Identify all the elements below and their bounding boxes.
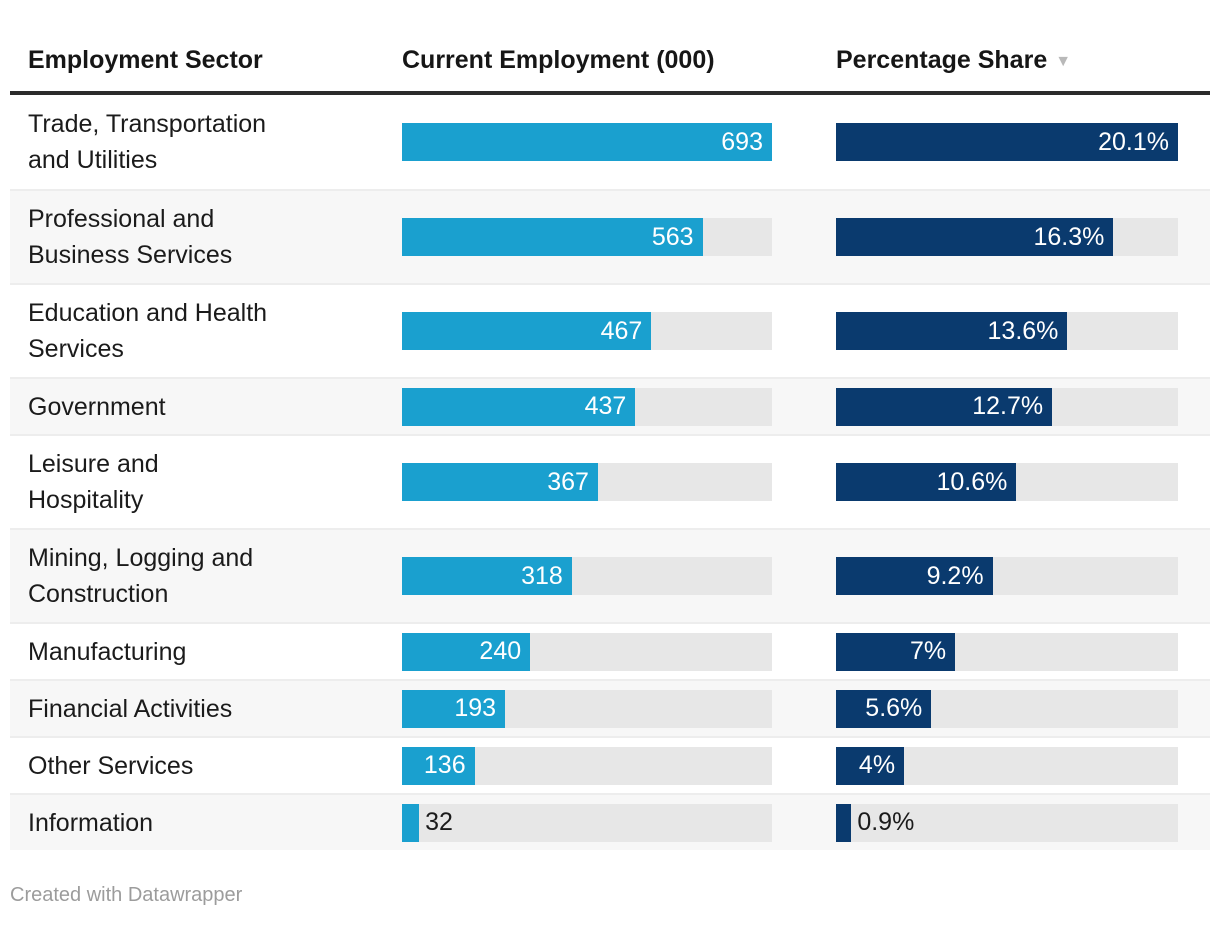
employment-bar (402, 218, 703, 256)
employment-value: 136 (423, 751, 466, 779)
employment-bar (402, 312, 652, 350)
share-bar-track: 20.1% (836, 123, 1178, 161)
sector-label: Other Services (28, 751, 194, 780)
employment-value: 318 (521, 561, 563, 590)
employment-value: 693 (721, 127, 763, 156)
share-bar-track: 7% (836, 632, 1178, 671)
column-header-label: Employment Sector (28, 46, 263, 74)
table-row: Trade, Transportation and Utilities 693 2… (10, 95, 1210, 189)
share-value: 4% (858, 751, 896, 779)
share-value: 13.6% (987, 316, 1059, 345)
table-row: Professional and Business Services 563 16… (10, 189, 1210, 283)
share-bar (836, 218, 1114, 256)
share-bar (836, 803, 852, 842)
employment-value: 437 (584, 392, 627, 420)
share-bar-track: 4% (836, 746, 1178, 785)
share-bar (836, 463, 1017, 501)
share-bar-track: 16.3% (836, 218, 1178, 256)
employment-bar-track: 318 (402, 557, 772, 595)
share-bar (836, 387, 1053, 426)
employment-value: 193 (454, 694, 497, 722)
share-bar-track: 10.6% (836, 463, 1178, 501)
sector-label: Manufacturing (28, 637, 187, 666)
datawrapper-credit[interactable]: Created with Datawrapper (10, 884, 243, 906)
column-header-label: Current Employment (000) (402, 46, 715, 74)
employment-bar-track: 32 (402, 803, 772, 842)
employment-value: 367 (547, 467, 589, 496)
table-row: Financial Activities 193 5.6% (10, 679, 1210, 736)
share-value: 10.6% (936, 467, 1008, 496)
employment-value: 32 (425, 808, 453, 836)
employment-bar (402, 557, 572, 595)
table-row: Leisure and Hospitality 367 10.6% (10, 434, 1210, 528)
table-row: Government 437 12.7% (10, 377, 1210, 434)
employment-value: 467 (600, 316, 643, 345)
share-value: 20.1% (1098, 127, 1169, 156)
sector-label: Education and Health Services (28, 299, 268, 363)
employment-value: 563 (651, 222, 694, 251)
sector-label: Mining, Logging and Construction (28, 544, 254, 608)
share-value: 5.6% (865, 694, 923, 722)
employment-bar (402, 463, 598, 501)
table-row: Manufacturing 240 7% (10, 622, 1210, 679)
share-bar (836, 312, 1068, 350)
sector-label: Professional and Business Services (28, 205, 233, 269)
table-row: Other Services 136 4% (10, 736, 1210, 793)
sector-label: Government (28, 392, 166, 421)
employment-bar-track: 693 (402, 123, 772, 161)
share-bar (836, 632, 956, 671)
sector-label: Financial Activities (28, 694, 233, 723)
share-bar (836, 557, 993, 595)
employment-bar-track: 367 (402, 463, 772, 501)
employment-bar-track: 467 (402, 312, 772, 350)
share-value: 9.2% (926, 561, 984, 590)
sector-label: Trade, Transportation and Utilities (28, 110, 267, 174)
column-header-current-employment[interactable]: Current Employment (000) (402, 46, 772, 75)
employment-value: 240 (479, 637, 522, 665)
share-bar (836, 123, 1178, 161)
share-bar-track: 0.9% (836, 803, 1178, 842)
share-bar-track: 12.7% (836, 387, 1178, 426)
share-bar-track: 9.2% (836, 557, 1178, 595)
employment-bar (402, 387, 636, 426)
share-bar-track: 13.6% (836, 312, 1178, 350)
employment-bar (402, 746, 475, 785)
share-value: 16.3% (1033, 222, 1105, 251)
sort-descending-icon: ▼ (1055, 53, 1072, 70)
share-value: 0.9% (857, 808, 915, 836)
table-body: Trade, Transportation and Utilities 693 2… (10, 95, 1210, 850)
share-value: 12.7% (972, 392, 1044, 420)
employment-bar-track: 563 (402, 218, 772, 256)
employment-bar (402, 803, 420, 842)
employment-bar (402, 632, 531, 671)
sector-label: Leisure and Hospitality (28, 450, 159, 514)
share-bar-track: 5.6% (836, 689, 1178, 728)
sector-label: Information (28, 808, 154, 837)
employment-bar-track: 437 (402, 387, 772, 426)
employment-bar-track: 136 (402, 746, 772, 785)
employment-table: Employment Sector Current Employment (00… (10, 0, 1210, 850)
share-bar (836, 689, 932, 728)
employment-bar (402, 689, 506, 728)
employment-bar (402, 123, 772, 161)
employment-bar-track: 193 (402, 689, 772, 728)
table-header-row: Employment Sector Current Employment (00… (10, 0, 1210, 95)
share-bar (836, 746, 905, 785)
table-row: Education and Health Services 467 13.6% (10, 283, 1210, 377)
employment-bar-track: 240 (402, 632, 772, 671)
share-value: 7% (909, 637, 947, 665)
table-row: Information 32 0.9% (10, 793, 1210, 850)
column-header-label: Percentage Share (836, 46, 1048, 74)
column-header-employment-sector[interactable]: Employment Sector (10, 46, 402, 75)
table-row: Mining, Logging and Construction 318 9.2% (10, 528, 1210, 622)
column-header-percentage-share[interactable]: Percentage Share ▼ (836, 46, 1178, 75)
